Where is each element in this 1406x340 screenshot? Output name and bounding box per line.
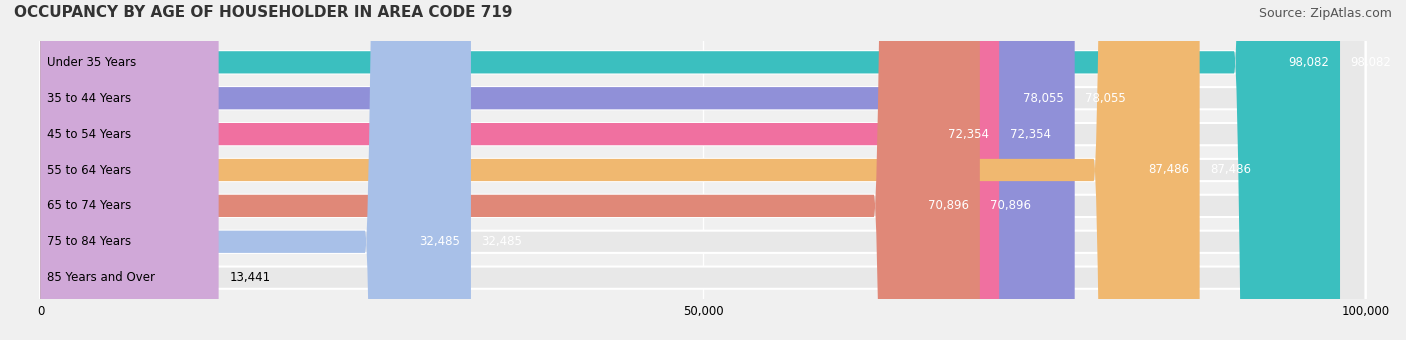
FancyBboxPatch shape [41,0,1365,340]
Text: 85 Years and Over: 85 Years and Over [48,271,155,284]
FancyBboxPatch shape [41,0,1365,340]
Text: 35 to 44 Years: 35 to 44 Years [48,92,131,105]
FancyBboxPatch shape [41,0,1199,340]
Text: 65 to 74 Years: 65 to 74 Years [48,199,131,212]
FancyBboxPatch shape [41,0,1365,340]
FancyBboxPatch shape [41,0,219,340]
FancyBboxPatch shape [41,0,1365,340]
Text: 98,082: 98,082 [1288,56,1330,69]
FancyBboxPatch shape [41,0,1365,340]
FancyBboxPatch shape [41,0,1365,340]
FancyBboxPatch shape [41,0,980,340]
Text: 78,055: 78,055 [1024,92,1064,105]
Text: 70,896: 70,896 [928,199,969,212]
FancyBboxPatch shape [41,0,1074,340]
Text: Source: ZipAtlas.com: Source: ZipAtlas.com [1258,7,1392,20]
FancyBboxPatch shape [41,0,1340,340]
Text: OCCUPANCY BY AGE OF HOUSEHOLDER IN AREA CODE 719: OCCUPANCY BY AGE OF HOUSEHOLDER IN AREA … [14,5,513,20]
FancyBboxPatch shape [41,0,1365,340]
Text: 70,896: 70,896 [990,199,1032,212]
Text: 72,354: 72,354 [1010,128,1050,141]
Text: 32,485: 32,485 [419,235,460,248]
Text: 13,441: 13,441 [229,271,270,284]
Text: 98,082: 98,082 [1351,56,1392,69]
Text: Under 35 Years: Under 35 Years [48,56,136,69]
Text: 32,485: 32,485 [481,235,523,248]
Text: 72,354: 72,354 [948,128,988,141]
FancyBboxPatch shape [41,0,471,340]
Text: 87,486: 87,486 [1149,164,1189,176]
Text: 55 to 64 Years: 55 to 64 Years [48,164,131,176]
Text: 75 to 84 Years: 75 to 84 Years [48,235,131,248]
Text: 45 to 54 Years: 45 to 54 Years [48,128,131,141]
Text: 87,486: 87,486 [1211,164,1251,176]
Text: 78,055: 78,055 [1085,92,1126,105]
FancyBboxPatch shape [41,0,1000,340]
